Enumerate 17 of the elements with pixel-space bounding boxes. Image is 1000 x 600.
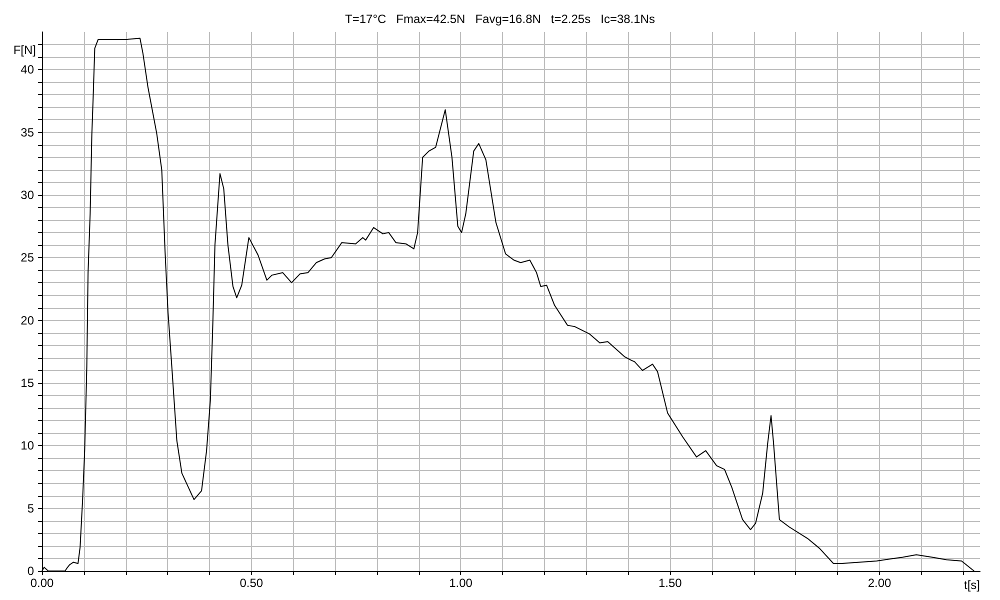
y-tick-label: 0 <box>27 564 34 578</box>
y-tick-label: 40 <box>20 62 34 77</box>
y-tick-label: 25 <box>20 250 34 265</box>
x-tick-label: 0.50 <box>240 576 264 590</box>
x-tick-label: 1.00 <box>449 576 473 590</box>
y-axis-title: F[N] <box>13 43 36 57</box>
y-tick-label: 15 <box>20 376 34 390</box>
x-tick-label: 0.00 <box>30 576 54 590</box>
y-tick-label: 10 <box>20 438 34 453</box>
y-tick-label: 20 <box>20 313 34 328</box>
x-axis-title: t[s] <box>964 578 980 592</box>
y-tick-label: 30 <box>20 188 34 202</box>
y-tick-label: 35 <box>20 125 34 140</box>
x-tick-label: 1.50 <box>658 576 682 590</box>
x-tick-label: 2.00 <box>868 576 892 590</box>
chart-title: T=17°C Fmax=42.5N Favg=16.8N t=2.25s Ic=38.1Ns <box>345 12 655 26</box>
y-tick-label: 5 <box>27 501 34 516</box>
